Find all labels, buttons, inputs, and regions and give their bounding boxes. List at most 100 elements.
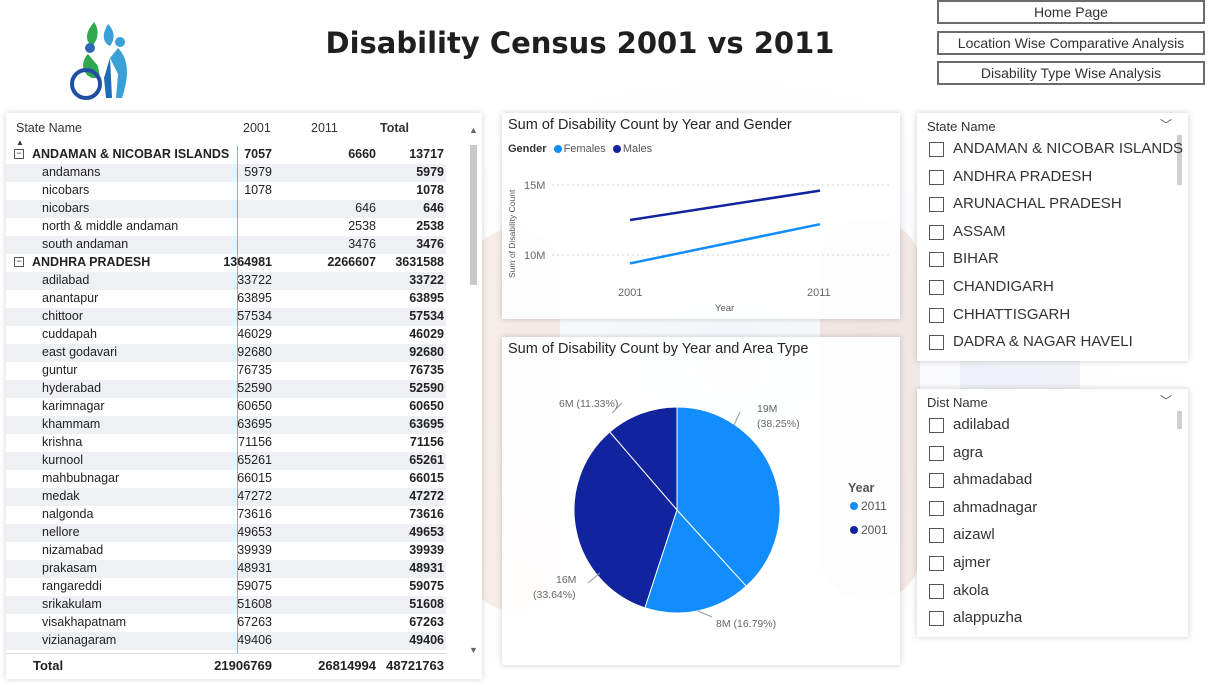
checkbox[interactable] xyxy=(929,611,944,627)
row-name: nizamabad xyxy=(42,543,104,557)
collapse-icon[interactable]: − xyxy=(14,257,24,267)
slice-label-16m: 16M xyxy=(556,574,576,586)
females-legend-label[interactable]: Females xyxy=(563,143,606,155)
pie-slice-3[interactable] xyxy=(573,431,678,609)
gender-line-plot: Sum of Disability Count 15M 10M 2001 201… xyxy=(507,180,892,314)
checkbox[interactable] xyxy=(929,445,944,461)
header-2001[interactable]: 2001 xyxy=(243,121,271,135)
legend-label-2011[interactable]: 2011 xyxy=(861,499,887,513)
table-row[interactable]: hyderabad 52590 52590 xyxy=(6,380,446,398)
scroll-up-icon[interactable]: ▲ xyxy=(469,125,478,135)
pie-slice-1[interactable] xyxy=(676,406,781,587)
males-series-line[interactable] xyxy=(629,189,821,222)
row-name: north & middle andaman xyxy=(42,219,179,233)
area-pie-chart: Sum of Disability Count by Year and Area… xyxy=(502,337,900,665)
home-page-button[interactable]: Home Page xyxy=(937,0,1205,24)
table-row[interactable]: visakhapatnam 67263 67263 xyxy=(6,614,446,632)
table-row[interactable]: kurnool 65261 65261 xyxy=(6,452,446,470)
slice-label-16m-pct: (33.64%) xyxy=(533,589,576,601)
gender-line-chart: Sum of Disability Count by Year and Gend… xyxy=(502,113,900,319)
row-name: ANDAMAN & NICOBAR ISLANDS xyxy=(32,147,230,161)
checkbox[interactable] xyxy=(929,556,944,571)
table-row[interactable]: krishna 71156 71156 xyxy=(6,434,446,452)
sort-ascending-icon[interactable]: ▲ xyxy=(16,138,24,147)
checkbox[interactable] xyxy=(929,224,944,240)
table-row[interactable]: anantapur 63895 63895 xyxy=(6,290,446,308)
scrollbar-thumb[interactable] xyxy=(470,145,477,285)
chevron-down-icon[interactable]: ﹀ xyxy=(1159,394,1172,408)
males-legend-label[interactable]: Males xyxy=(622,143,653,155)
header-2011[interactable]: 2011 xyxy=(311,121,338,135)
table-row[interactable]: adilabad 33722 33722 xyxy=(6,272,446,290)
location-analysis-button[interactable]: Location Wise Comparative Analysis xyxy=(937,31,1205,55)
table-row[interactable]: nizamabad 39939 39939 xyxy=(6,542,446,560)
row-2001: 48931 xyxy=(237,561,272,575)
collapse-icon[interactable]: − xyxy=(14,149,24,159)
row-total: 33722 xyxy=(409,273,444,287)
matrix-scrollbar[interactable]: ▲ ▼ xyxy=(468,117,480,673)
slicer-item-label: ANDHRA PRADESH xyxy=(953,167,1093,185)
table-row[interactable]: nicobars 1078 1078 xyxy=(6,182,446,200)
dist-slicer-scrollbar[interactable] xyxy=(1177,411,1182,429)
row-2001: 65261 xyxy=(237,453,272,467)
row-total: 63895 xyxy=(409,291,444,305)
table-row[interactable]: nalgonda 73616 73616 xyxy=(6,506,446,524)
legend-label-2001[interactable]: 2001 xyxy=(861,523,888,537)
table-row[interactable]: guntur 76735 76735 xyxy=(6,362,446,380)
checkbox[interactable] xyxy=(929,473,944,489)
header-total[interactable]: Total xyxy=(380,121,409,135)
matrix-total-row: Total 21906769 26814994 48721763 xyxy=(6,653,446,678)
row-name: vizianagaram xyxy=(42,633,117,647)
matrix-group-row[interactable]: − ANDAMAN & NICOBAR ISLANDS 7057 6660 13717 xyxy=(6,146,446,164)
table-row[interactable]: south andaman 3476 3476 xyxy=(6,236,446,254)
row-2001: 49653 xyxy=(237,525,272,539)
table-row[interactable]: north & middle andaman 2538 2538 xyxy=(6,218,446,236)
row-total: 60650 xyxy=(409,399,444,413)
females-series-line[interactable] xyxy=(629,222,821,265)
checkbox[interactable] xyxy=(929,335,944,351)
disability-type-analysis-button[interactable]: Disability Type Wise Analysis xyxy=(937,61,1205,85)
scroll-down-icon[interactable]: ▼ xyxy=(469,645,478,655)
checkbox[interactable] xyxy=(929,500,944,516)
row-name: anantapur xyxy=(42,291,99,305)
row-name: andamans xyxy=(42,165,101,179)
table-row[interactable]: prakasam 48931 48931 xyxy=(6,560,446,578)
state-slicer-scrollbar[interactable] xyxy=(1177,135,1182,185)
table-row[interactable]: mahbubnagar 66015 66015 xyxy=(6,470,446,488)
row-2001: 1078 xyxy=(244,183,272,197)
checkbox[interactable] xyxy=(929,197,944,213)
row-name: ANDHRA PRADESH xyxy=(32,255,151,269)
table-row[interactable]: karimnagar 60650 60650 xyxy=(6,398,446,416)
header-state-name[interactable]: State Name xyxy=(16,121,83,135)
checkbox[interactable] xyxy=(929,418,944,433)
matrix-group-row[interactable]: − ANDHRA PRADESH 1364981 2266607 3631588 xyxy=(6,254,446,272)
slicer-item-label: ASSAM xyxy=(953,222,1006,240)
table-row[interactable]: andamans 5979 5979 xyxy=(6,164,446,182)
pie-slice-2[interactable] xyxy=(644,509,748,614)
row-total: 63695 xyxy=(409,417,444,431)
checkbox[interactable] xyxy=(929,528,944,544)
checkbox[interactable] xyxy=(929,142,944,157)
table-row[interactable]: nellore 49653 49653 xyxy=(6,524,446,542)
row-total: 73616 xyxy=(409,507,444,521)
table-row[interactable]: vizianagaram 49406 49406 xyxy=(6,632,446,650)
table-row[interactable]: srikakulam 51608 51608 xyxy=(6,596,446,614)
table-row[interactable]: medak 47272 47272 xyxy=(6,488,446,506)
table-row[interactable]: rangareddi 59075 59075 xyxy=(6,578,446,596)
table-row[interactable]: east godavari 92680 92680 xyxy=(6,344,446,362)
checkbox[interactable] xyxy=(929,252,944,268)
checkbox[interactable] xyxy=(929,169,944,185)
row-total: 13717 xyxy=(409,147,444,161)
row-total: 46029 xyxy=(409,327,444,341)
table-row[interactable]: cuddapah 46029 46029 xyxy=(6,326,446,344)
checkbox[interactable] xyxy=(929,307,944,323)
row-2001: 1364981 xyxy=(223,255,272,269)
checkbox[interactable] xyxy=(929,280,944,295)
table-row[interactable]: nicobars 646 646 xyxy=(6,200,446,218)
pie-slice-4[interactable] xyxy=(609,406,678,512)
chevron-down-icon[interactable]: ﹀ xyxy=(1159,118,1172,132)
table-row[interactable]: chittoor 57534 57534 xyxy=(6,308,446,326)
table-row[interactable]: khammam 63695 63695 xyxy=(6,416,446,434)
checkbox[interactable] xyxy=(929,583,944,599)
row-2001: 76735 xyxy=(237,363,272,377)
